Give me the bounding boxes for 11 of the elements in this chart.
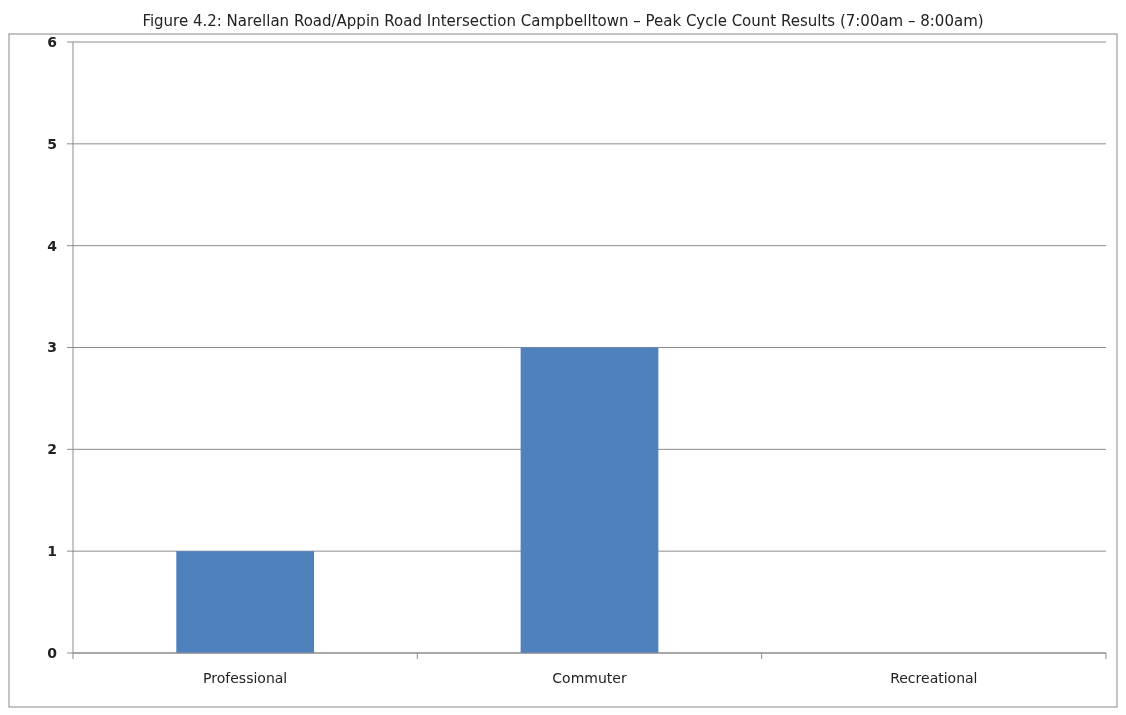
y-tick-label: 6 bbox=[47, 33, 57, 50]
y-tick-label: 5 bbox=[47, 135, 57, 152]
y-tick-label: 3 bbox=[47, 339, 57, 356]
y-tick-label: 1 bbox=[47, 543, 57, 560]
chart-title: Figure 4.2: Narellan Road/Appin Road Intersection Campbelltown – Peak Cycle Count Results (7:00am – 8:00am) bbox=[142, 12, 984, 30]
x-tick-label: Professional bbox=[203, 670, 288, 686]
y-tick-label: 2 bbox=[47, 441, 57, 458]
y-tick-label: 4 bbox=[47, 237, 58, 254]
x-tick-label: Commuter bbox=[552, 670, 627, 686]
y-tick-label: 0 bbox=[47, 644, 58, 661]
x-tick-label: Recreational bbox=[890, 670, 978, 686]
